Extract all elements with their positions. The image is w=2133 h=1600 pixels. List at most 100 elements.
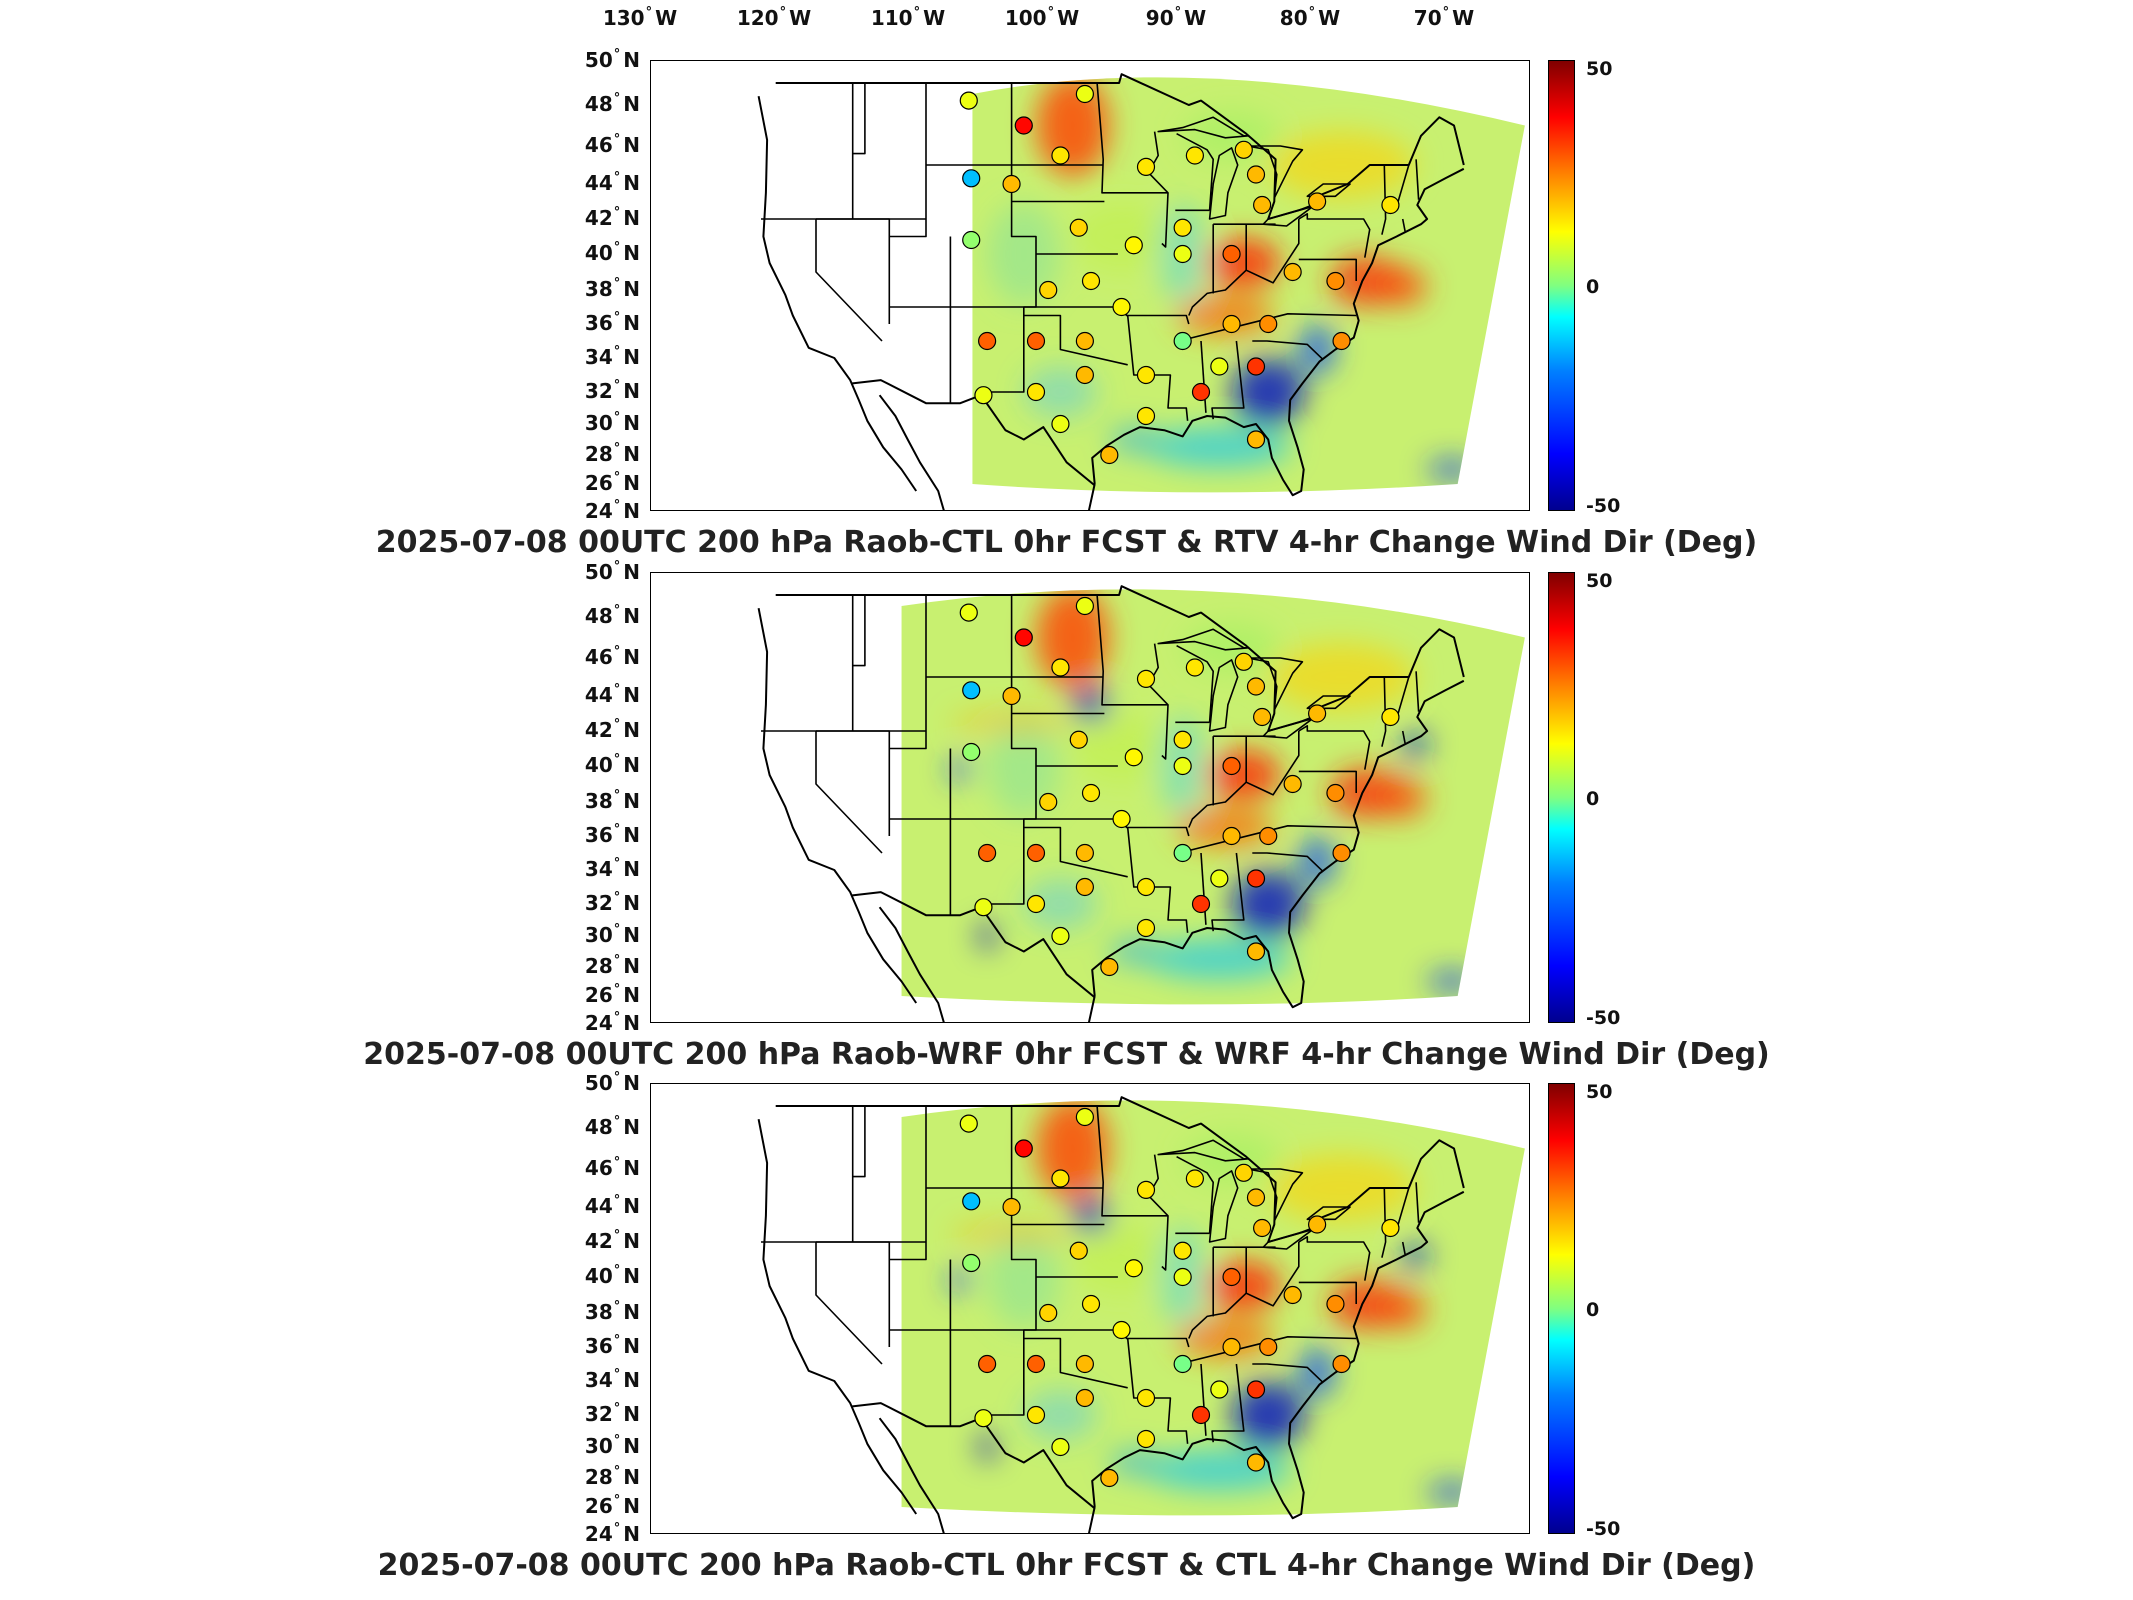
lat-tick-label: 38° N: [584, 276, 640, 301]
raob-station-marker: [978, 331, 997, 351]
lat-tick-label: 26° N: [584, 982, 640, 1007]
lat-tick-label: 28° N: [584, 953, 640, 978]
raob-station-marker: [1014, 628, 1033, 647]
lat-tick-label: 40° N: [584, 1263, 640, 1288]
colorbar: [1548, 1083, 1575, 1534]
lat-tick-label: 28° N: [584, 441, 640, 466]
lon-tick-label: 90° W: [1145, 5, 1207, 30]
raob-stations: [959, 84, 1400, 465]
map-frame: [650, 1083, 1530, 1534]
map-frame: [650, 60, 1530, 511]
raob-station-marker: [1191, 894, 1211, 914]
raob-station-marker: [1069, 1241, 1088, 1260]
lat-tick-label: 42° N: [584, 717, 640, 742]
raob-station-marker: [1136, 406, 1156, 426]
raob-station-marker: [1051, 926, 1070, 946]
raob-station-marker: [1039, 792, 1058, 812]
raob-station-marker: [962, 1192, 981, 1211]
raob-station-marker: [1246, 1188, 1266, 1207]
lat-tick-label: 26° N: [584, 470, 640, 495]
raob-station-marker: [1191, 1405, 1211, 1425]
raob-stations: [959, 1107, 1400, 1488]
raob-station-marker: [1381, 195, 1400, 215]
lat-tick-label: 48° N: [584, 91, 640, 116]
raob-station-marker: [1051, 1437, 1070, 1457]
map-frame: [650, 572, 1530, 1023]
raob-station-marker: [1026, 843, 1046, 863]
raob-station-marker: [1124, 748, 1143, 767]
raob-station-marker: [1075, 331, 1094, 351]
raob-station-marker: [1234, 140, 1253, 159]
map-canvas: [757, 73, 1525, 510]
raob-station-marker: [1075, 843, 1094, 863]
raob-station-marker: [1191, 382, 1211, 402]
lat-tick-label: 44° N: [584, 170, 640, 195]
raob-station-marker: [1283, 774, 1302, 794]
raob-station-marker: [1222, 756, 1241, 776]
raob-station-marker: [1308, 192, 1327, 211]
raob-station-marker: [1222, 314, 1241, 334]
raob-station-marker: [1100, 445, 1119, 465]
raob-station-marker: [962, 230, 981, 250]
lat-tick-label: 36° N: [584, 1333, 640, 1358]
raob-station-marker: [1136, 1388, 1156, 1408]
raob-station-marker: [1332, 331, 1351, 351]
raob-station-marker: [1222, 826, 1241, 846]
raob-station-marker: [1014, 116, 1033, 135]
lat-tick-label: 40° N: [584, 752, 640, 777]
raob-station-marker: [1136, 1180, 1156, 1200]
lat-tick-label: 46° N: [584, 1155, 640, 1180]
raob-station-marker: [962, 1253, 981, 1273]
raob-station-marker: [1173, 1354, 1192, 1374]
lon-tick-label: 110° W: [870, 5, 946, 30]
raob-station-marker: [1259, 314, 1278, 334]
raob-station-marker: [1308, 1215, 1327, 1234]
raob-station-marker: [1136, 365, 1156, 385]
raob-station-marker: [1136, 669, 1156, 689]
raob-station-marker: [978, 1354, 997, 1374]
raob-station-marker: [1069, 218, 1088, 237]
raob-station-marker: [1253, 707, 1272, 727]
raob-station-marker: [1381, 1218, 1400, 1238]
raob-station-marker: [1173, 756, 1192, 776]
raob-station-marker: [1210, 869, 1229, 888]
lat-tick-label: 24° N: [584, 1010, 640, 1035]
raob-station-marker: [1026, 382, 1046, 402]
colorbar-tick-max: 50: [1586, 570, 1613, 592]
raob-station-marker: [1051, 1169, 1070, 1188]
raob-station-marker: [974, 1409, 993, 1428]
raob-station-marker: [962, 681, 981, 700]
raob-station-marker: [1185, 1169, 1204, 1188]
raob-station-marker: [1326, 783, 1345, 803]
lat-tick-label: 50° N: [584, 559, 640, 584]
colorbar-tick-max: 50: [1586, 58, 1613, 80]
lat-tick-label: 48° N: [584, 603, 640, 628]
lat-tick-label: 24° N: [584, 1521, 640, 1546]
raob-station-marker: [1326, 271, 1345, 291]
raob-station-marker: [1112, 1320, 1131, 1340]
raob-station-marker: [1100, 957, 1119, 977]
lon-tick-label: 100° W: [1004, 5, 1080, 30]
raob-station-marker: [1246, 677, 1266, 696]
colorbar-tick-min: -50: [1586, 495, 1621, 517]
raob-station-marker: [1002, 1197, 1021, 1217]
lat-tick-label: 40° N: [584, 240, 640, 265]
raob-station-marker: [1075, 1354, 1094, 1374]
lon-tick-label: 120° W: [736, 5, 812, 30]
raob-station-marker: [1222, 1337, 1241, 1357]
raob-station-marker: [1173, 331, 1192, 351]
raob-station-marker: [1283, 262, 1302, 282]
raob-station-marker: [1234, 652, 1253, 671]
raob-station-marker: [1002, 686, 1021, 706]
lat-tick-label: 42° N: [584, 1228, 640, 1253]
raob-station-marker: [962, 742, 981, 762]
raob-station-marker: [1185, 146, 1204, 165]
raob-station-marker: [1081, 1294, 1101, 1314]
lat-tick-label: 34° N: [584, 344, 640, 369]
lat-tick-label: 36° N: [584, 822, 640, 847]
lat-tick-label: 24° N: [584, 498, 640, 523]
raob-station-marker: [1075, 84, 1094, 104]
raob-station-marker: [959, 1114, 978, 1133]
raob-station-marker: [1222, 1267, 1241, 1287]
lat-tick-label: 48° N: [584, 1114, 640, 1139]
